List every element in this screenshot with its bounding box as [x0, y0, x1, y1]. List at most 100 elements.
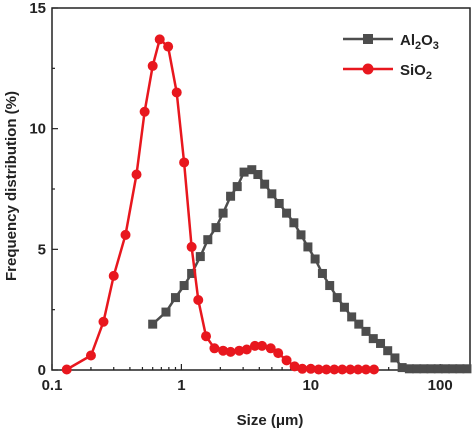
data-point	[339, 302, 349, 312]
data-point	[282, 208, 292, 218]
data-point	[332, 293, 342, 303]
data-point	[412, 364, 422, 374]
x-tick-label: 10	[302, 377, 319, 394]
series-line	[66, 37, 374, 371]
data-point	[325, 281, 335, 291]
data-point	[249, 340, 260, 351]
data-point	[108, 270, 119, 281]
data-point	[257, 340, 268, 351]
data-point	[281, 355, 292, 366]
data-point	[305, 363, 316, 374]
data-point	[139, 106, 150, 117]
legend-subscript: 2	[426, 70, 432, 82]
legend-label: SiO2	[400, 62, 432, 82]
data-point	[211, 223, 221, 233]
data-point	[383, 346, 393, 356]
data-point	[203, 235, 213, 245]
data-point	[433, 364, 443, 374]
data-point	[347, 312, 357, 322]
data-point	[120, 229, 131, 240]
data-point	[296, 230, 306, 240]
data-point	[226, 191, 236, 201]
data-point	[260, 179, 270, 189]
data-point	[170, 293, 180, 303]
data-point	[353, 364, 364, 375]
data-point	[321, 364, 332, 375]
y-axis-label: Frequency distribution (%)	[3, 91, 20, 281]
data-point	[360, 364, 371, 375]
data-point	[239, 167, 249, 177]
data-point	[193, 295, 204, 306]
data-point	[368, 334, 378, 344]
y-tick-label: 0	[38, 362, 46, 379]
data-point	[241, 344, 252, 355]
data-point	[337, 364, 348, 375]
data-point	[265, 343, 276, 354]
data-point	[225, 346, 236, 357]
data-point	[329, 364, 340, 375]
legend-label: Al2O3	[400, 32, 439, 52]
data-point	[354, 319, 364, 329]
data-point	[297, 363, 308, 374]
data-point	[303, 242, 313, 252]
y-tick-label: 15	[29, 0, 46, 17]
data-point	[232, 182, 242, 192]
legend-swatch-marker	[363, 34, 373, 44]
data-point	[148, 319, 158, 329]
legend-swatch-marker	[362, 63, 374, 75]
x-tick-label: 1	[177, 377, 185, 394]
data-point	[147, 60, 158, 71]
data-point	[345, 364, 356, 375]
data-point	[369, 364, 380, 375]
data-point	[267, 189, 277, 199]
data-point	[441, 364, 451, 374]
data-point	[179, 157, 190, 168]
data-point	[448, 364, 458, 374]
data-point	[390, 353, 400, 363]
data-point	[247, 165, 257, 175]
data-point	[404, 364, 414, 374]
series-sio2	[61, 34, 380, 375]
data-point	[201, 331, 212, 342]
legend-text: SiO	[400, 62, 426, 79]
y-axis-ticks: 0 5 10 15	[29, 0, 58, 379]
x-axis-label: Size (μm)	[237, 412, 304, 429]
x-tick-label: 100	[428, 377, 453, 394]
legend-text: Al	[400, 32, 415, 49]
data-point	[195, 252, 205, 262]
data-point	[234, 345, 245, 356]
legend-subscript: 3	[433, 40, 439, 52]
data-point	[253, 170, 263, 180]
data-point	[218, 345, 229, 356]
data-point	[289, 218, 299, 228]
data-point	[313, 364, 324, 375]
data-point	[455, 364, 465, 374]
series-line	[151, 168, 467, 371]
legend-text: O	[421, 32, 433, 49]
data-point	[274, 198, 284, 208]
data-point	[187, 268, 197, 278]
data-point	[317, 268, 327, 278]
data-point	[361, 326, 371, 336]
y-tick-label: 10	[29, 121, 46, 138]
data-point	[161, 307, 171, 317]
data-point	[209, 343, 220, 354]
y-tick-label: 5	[38, 241, 46, 258]
data-point	[154, 34, 165, 45]
series-layer	[61, 34, 472, 375]
data-point	[163, 41, 174, 52]
data-point	[179, 281, 189, 291]
data-point	[171, 87, 182, 98]
data-point	[85, 350, 96, 361]
data-point	[131, 169, 142, 180]
x-axis-ticks: 0.1 1 10 100	[42, 364, 453, 394]
data-point	[376, 338, 386, 348]
legend-subscript: 2	[415, 40, 421, 52]
data-point	[186, 241, 197, 252]
x-tick-label: 0.1	[42, 377, 63, 394]
data-point	[426, 364, 436, 374]
data-point	[273, 348, 284, 359]
data-point	[61, 364, 72, 375]
